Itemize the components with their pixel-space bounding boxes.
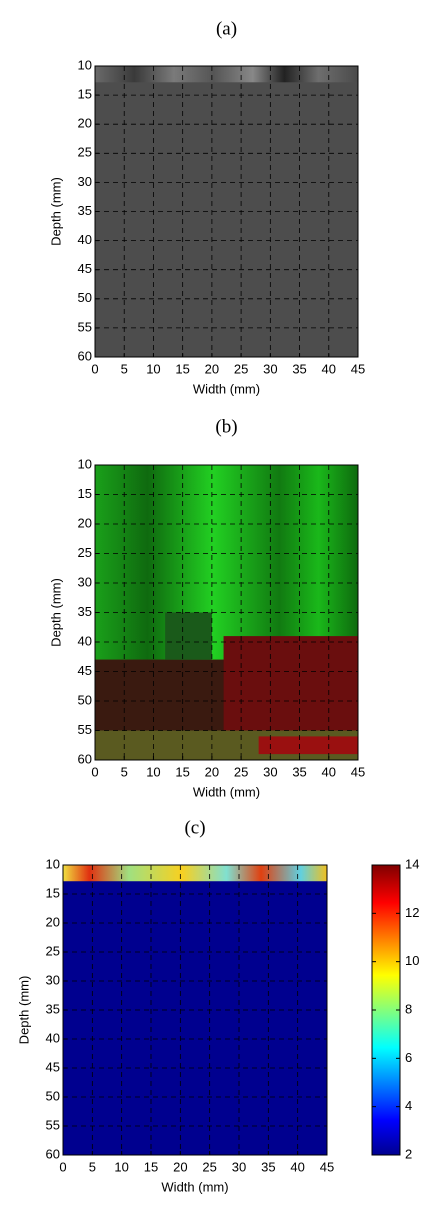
colorbar <box>371 864 401 1156</box>
chart-title: (c) <box>184 817 205 838</box>
image-region <box>95 66 358 83</box>
x-tick-label: 40 <box>322 764 336 779</box>
x-tick-label: 40 <box>290 1159 304 1174</box>
x-tick-label: 10 <box>146 361 160 376</box>
y-tick-label: 60 <box>78 751 92 766</box>
x-tick-label: 25 <box>234 361 248 376</box>
y-tick-label: 55 <box>78 319 92 334</box>
image-region <box>223 636 358 731</box>
image-region <box>95 465 358 660</box>
x-tick-label: 10 <box>114 1159 128 1174</box>
x-tick-label: 45 <box>351 764 365 779</box>
x-axis-label: Width (mm) <box>161 1179 228 1194</box>
x-tick-label: 15 <box>175 361 189 376</box>
x-tick-label: 45 <box>320 1159 334 1174</box>
x-tick-label: 5 <box>89 1159 96 1174</box>
colorbar-tick-label: 12 <box>405 905 419 920</box>
x-tick-label: 35 <box>292 361 306 376</box>
x-tick-label: 30 <box>232 1159 246 1174</box>
x-tick-label: 40 <box>322 361 336 376</box>
y-tick-label: 15 <box>78 486 92 501</box>
y-tick-label: 10 <box>78 456 92 471</box>
x-tick-label: 45 <box>351 361 365 376</box>
x-tick-label: 35 <box>292 764 306 779</box>
x-tick-label: 0 <box>91 764 98 779</box>
x-tick-label: 25 <box>202 1159 216 1174</box>
x-tick-label: 30 <box>263 764 277 779</box>
image-region <box>165 612 212 660</box>
colorbar-tick-label: 8 <box>405 1001 412 1016</box>
y-tick-label: 35 <box>78 203 92 218</box>
axes-frame <box>62 864 328 1156</box>
x-tick-label: 10 <box>146 764 160 779</box>
x-tick-label: 35 <box>261 1159 275 1174</box>
y-tick-label: 30 <box>78 574 92 589</box>
y-tick-label: 50 <box>78 692 92 707</box>
y-tick-label: 20 <box>46 914 60 929</box>
colorbar-tick-label: 6 <box>405 1050 412 1065</box>
y-tick-label: 20 <box>78 515 92 530</box>
y-tick-label: 45 <box>46 1059 60 1074</box>
y-tick-label: 25 <box>46 943 60 958</box>
axes-frame <box>94 65 359 358</box>
y-tick-label: 30 <box>78 174 92 189</box>
image-region <box>95 659 224 731</box>
x-tick-label: 15 <box>144 1159 158 1174</box>
y-tick-label: 10 <box>78 57 92 72</box>
axes-frame <box>94 464 359 761</box>
x-tick-label: 0 <box>59 1159 66 1174</box>
y-tick-label: 35 <box>46 1001 60 1016</box>
y-tick-label: 25 <box>78 545 92 560</box>
image-region <box>258 736 358 755</box>
y-tick-label: 10 <box>46 856 60 871</box>
x-tick-label: 5 <box>121 361 128 376</box>
x-tick-label: 0 <box>91 361 98 376</box>
y-tick-label: 45 <box>78 663 92 678</box>
x-tick-label: 20 <box>173 1159 187 1174</box>
image-region <box>63 865 327 882</box>
y-tick-label: 15 <box>78 87 92 102</box>
y-tick-label: 40 <box>78 633 92 648</box>
y-axis-label: Depth (mm) <box>16 976 31 1045</box>
x-axis-label: Width (mm) <box>193 784 260 799</box>
y-tick-label: 60 <box>78 348 92 363</box>
y-tick-label: 60 <box>46 1146 60 1161</box>
x-tick-label: 20 <box>205 361 219 376</box>
x-tick-label: 15 <box>175 764 189 779</box>
y-tick-label: 25 <box>78 145 92 160</box>
y-tick-label: 50 <box>78 290 92 305</box>
chart-title: (b) <box>215 416 237 437</box>
chart-title: (a) <box>216 18 237 39</box>
y-tick-label: 15 <box>46 885 60 900</box>
y-tick-label: 30 <box>46 972 60 987</box>
x-tick-label: 30 <box>263 361 277 376</box>
y-tick-label: 50 <box>46 1088 60 1103</box>
y-axis-label: Depth (mm) <box>48 578 63 647</box>
colorbar-tick-label: 4 <box>405 1098 412 1113</box>
y-tick-label: 40 <box>46 1030 60 1045</box>
y-tick-label: 20 <box>78 116 92 131</box>
x-axis-label: Width (mm) <box>193 381 260 396</box>
colorbar-tick-label: 14 <box>405 856 419 871</box>
y-axis-label: Depth (mm) <box>48 177 63 246</box>
colorbar-tick-label: 2 <box>405 1146 412 1161</box>
y-tick-label: 40 <box>78 232 92 247</box>
y-tick-label: 55 <box>78 722 92 737</box>
y-tick-label: 45 <box>78 261 92 276</box>
x-tick-label: 20 <box>205 764 219 779</box>
y-tick-label: 35 <box>78 604 92 619</box>
x-tick-label: 25 <box>234 764 248 779</box>
colorbar-tick-label: 10 <box>405 953 419 968</box>
y-tick-label: 55 <box>46 1117 60 1132</box>
x-tick-label: 5 <box>121 764 128 779</box>
